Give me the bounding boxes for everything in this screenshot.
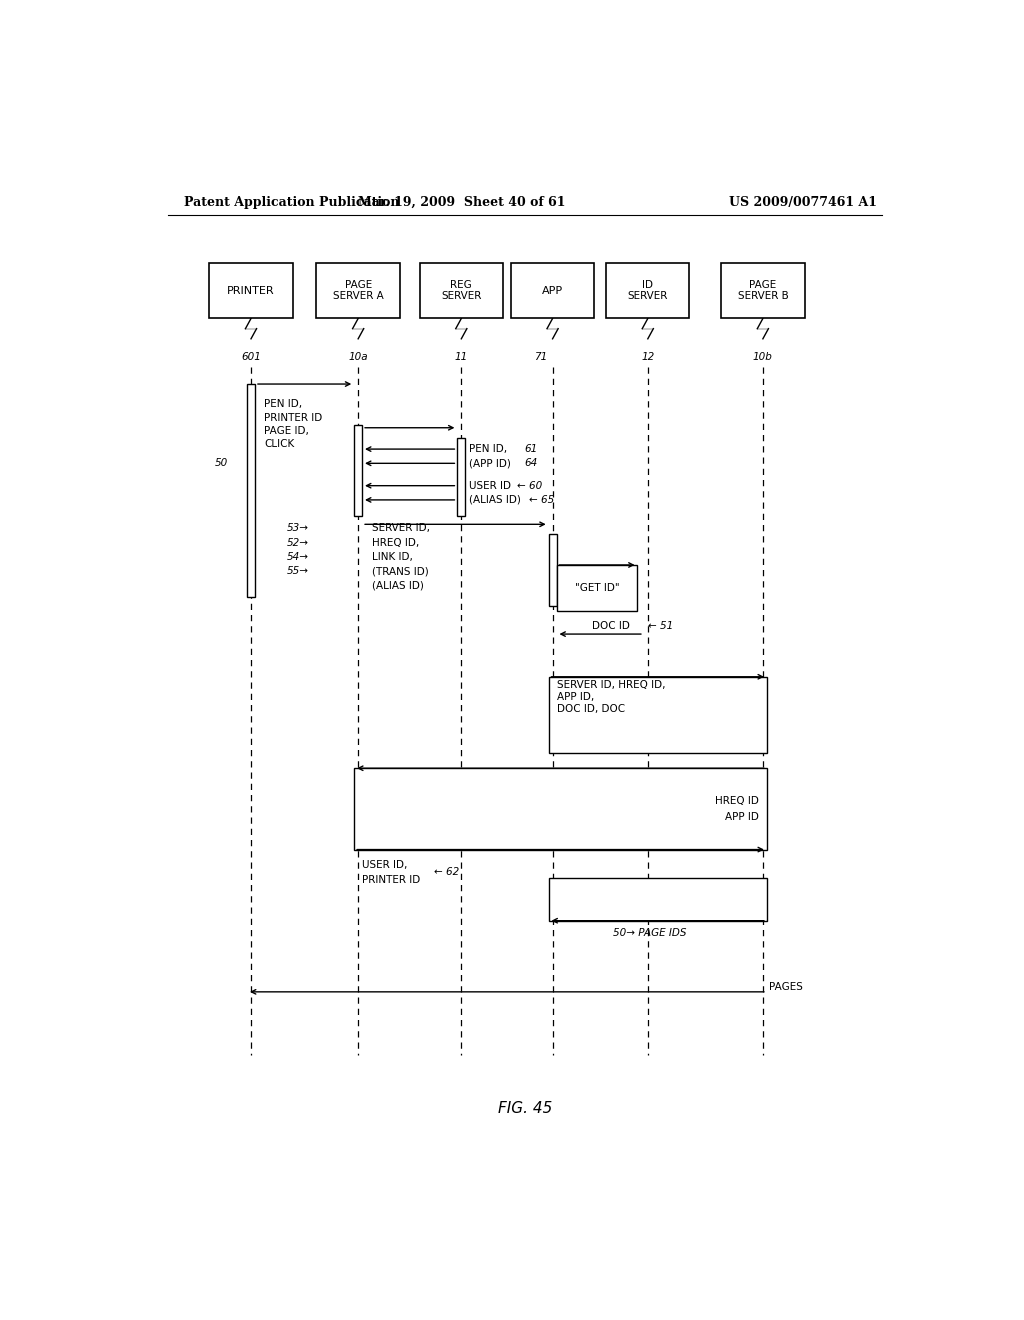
Bar (354, 768, 767, 850)
Bar (549, 878, 767, 921)
Text: PEN ID,: PEN ID, (469, 444, 507, 454)
Text: ID
SERVER: ID SERVER (628, 280, 668, 301)
Text: PAGE
SERVER A: PAGE SERVER A (333, 280, 384, 301)
Text: 52→: 52→ (287, 537, 308, 548)
Text: 64: 64 (524, 458, 538, 469)
Text: APP ID,: APP ID, (557, 692, 594, 702)
Bar (420, 263, 503, 318)
Text: PRINTER ID: PRINTER ID (362, 875, 421, 884)
Bar (316, 263, 399, 318)
Text: 50→ PAGE IDS: 50→ PAGE IDS (613, 928, 686, 939)
Text: USER ID,: USER ID, (362, 859, 408, 870)
Text: LINK ID,: LINK ID, (372, 552, 413, 562)
Text: PRINTER ID: PRINTER ID (264, 413, 323, 422)
Text: FIG. 45: FIG. 45 (498, 1101, 552, 1117)
Text: 53→: 53→ (287, 523, 308, 533)
Bar (354, 425, 362, 516)
Bar (721, 263, 805, 318)
Text: PAGE
SERVER B: PAGE SERVER B (737, 280, 788, 301)
Text: ← 51: ← 51 (648, 620, 673, 631)
Text: Mar. 19, 2009  Sheet 40 of 61: Mar. 19, 2009 Sheet 40 of 61 (357, 195, 565, 209)
Text: ← 62: ← 62 (433, 867, 459, 876)
Text: 11: 11 (455, 351, 468, 362)
Text: APP: APP (542, 285, 563, 296)
Text: SERVER ID, HREQ ID,: SERVER ID, HREQ ID, (557, 680, 665, 690)
Text: 55→: 55→ (287, 566, 308, 576)
Text: SERVER ID,: SERVER ID, (372, 523, 430, 533)
Text: 10b: 10b (753, 351, 773, 362)
Bar (247, 384, 255, 598)
Text: CLICK: CLICK (264, 440, 295, 449)
Bar (458, 438, 465, 516)
Text: DOC ID: DOC ID (592, 620, 630, 631)
Text: PAGES: PAGES (769, 982, 803, 991)
Text: DOC ID, DOC: DOC ID, DOC (557, 705, 625, 714)
Text: ← 65: ← 65 (528, 495, 554, 506)
Text: HREQ ID: HREQ ID (715, 796, 759, 805)
Text: PAGE ID,: PAGE ID, (264, 426, 309, 436)
Bar (209, 263, 293, 318)
Text: (APP ID): (APP ID) (469, 458, 511, 469)
Bar (606, 263, 689, 318)
Text: Patent Application Publication: Patent Application Publication (183, 195, 399, 209)
Text: 71: 71 (535, 351, 547, 362)
Text: (ALIAS ID): (ALIAS ID) (372, 581, 424, 590)
Text: APP ID: APP ID (725, 812, 759, 822)
Text: 601: 601 (241, 351, 261, 362)
Text: HREQ ID,: HREQ ID, (372, 537, 419, 548)
Text: ← 60: ← 60 (517, 480, 542, 491)
Text: 50: 50 (215, 458, 228, 469)
Bar (511, 263, 594, 318)
Text: USER ID: USER ID (469, 480, 511, 491)
Text: REG
SERVER: REG SERVER (441, 280, 481, 301)
Text: 61: 61 (524, 444, 538, 454)
Bar (557, 565, 638, 611)
Text: PRINTER: PRINTER (227, 285, 274, 296)
Text: 12: 12 (641, 351, 654, 362)
Text: "GET ID": "GET ID" (574, 583, 620, 593)
Text: 54→: 54→ (287, 552, 308, 562)
Text: PEN ID,: PEN ID, (264, 400, 303, 409)
Text: 10a: 10a (348, 351, 368, 362)
Text: (TRANS ID): (TRANS ID) (372, 566, 428, 576)
Bar (549, 677, 767, 752)
Bar (549, 535, 557, 606)
Text: US 2009/0077461 A1: US 2009/0077461 A1 (728, 195, 877, 209)
Text: (ALIAS ID): (ALIAS ID) (469, 495, 521, 506)
